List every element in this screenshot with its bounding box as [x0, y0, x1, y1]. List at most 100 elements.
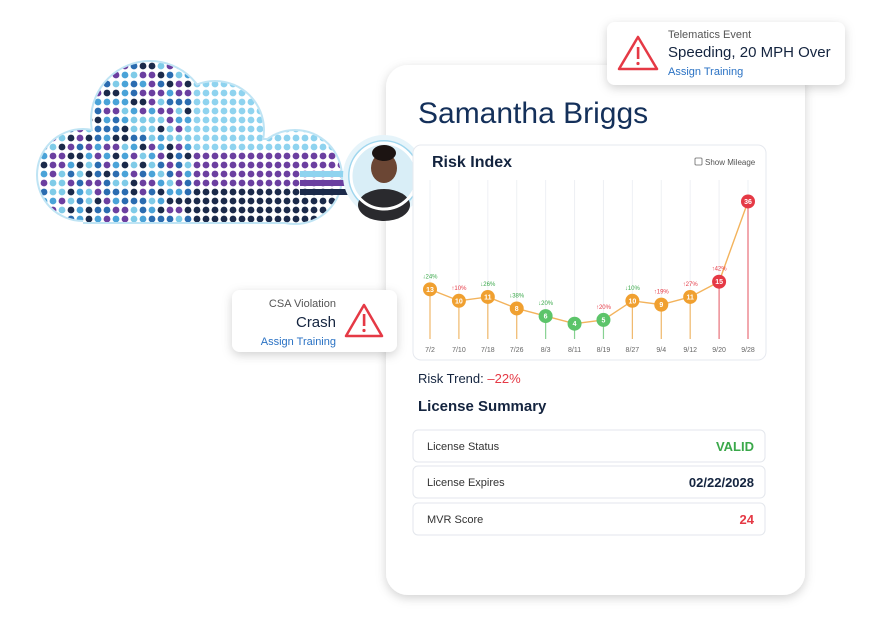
cloud-dot: [238, 188, 246, 196]
cloud-dot: [121, 125, 129, 133]
cloud-dot: [166, 89, 174, 97]
cloud-dot: [58, 71, 66, 79]
change-label: ↓10%: [625, 286, 641, 292]
change-label: ↑19%: [654, 290, 670, 296]
cloud-dot: [337, 107, 341, 115]
cloud-dot: [337, 197, 341, 205]
cloud-dot: [130, 188, 138, 196]
change-label: ↓38%: [509, 293, 525, 299]
cloud-dot: [40, 161, 48, 169]
x-tick-label: 7/18: [481, 347, 495, 354]
point-label: 6: [544, 314, 548, 321]
cloud-dot: [148, 80, 156, 88]
cloud-dot: [265, 107, 273, 115]
cloud-dot: [49, 170, 57, 178]
cloud-dot: [229, 152, 237, 160]
cloud-dot: [67, 116, 75, 124]
cloud-dot: [94, 125, 102, 133]
risk-point: [741, 194, 755, 209]
cloud-dot: [274, 161, 282, 169]
cloud-dot: [265, 80, 273, 88]
cloud-dot: [193, 107, 201, 115]
checkbox[interactable]: [694, 157, 703, 166]
warning-icon: [344, 303, 384, 338]
cloud-dot: [85, 89, 93, 97]
cloud-dot: [40, 215, 48, 223]
cloud-dot: [283, 62, 291, 70]
cloud-dot: [220, 62, 228, 70]
cloud-dot: [148, 125, 156, 133]
cloud-dot: [40, 71, 48, 79]
cloud-dot: [58, 116, 66, 124]
cloud-dot: [319, 197, 327, 205]
cloud-dot: [265, 71, 273, 79]
cloud-dot: [40, 206, 48, 214]
cloud-dot: [49, 152, 57, 160]
cloud-dot: [76, 170, 84, 178]
cloud-dot: [337, 116, 341, 124]
risk-point: [451, 293, 466, 308]
license-rows: License Status VALID License Expires 02/22/…: [412, 429, 766, 536]
cloud-dot: [247, 170, 255, 178]
cloud-dot: [238, 197, 246, 205]
cloud-dot: [121, 170, 129, 178]
cloud-dot: [337, 98, 341, 106]
cloud-dot: [211, 143, 219, 151]
cloud-dot: [76, 134, 84, 142]
cloud-dot: [67, 80, 75, 88]
event-label: Telematics Event: [668, 29, 751, 41]
cloud-dot: [292, 98, 300, 106]
cloud-dot: [229, 62, 237, 70]
assign-link[interactable]: Assign Training: [261, 336, 336, 348]
cloud-dot: [247, 215, 255, 223]
cloud-dot: [175, 107, 183, 115]
cloud-dot: [301, 152, 309, 160]
cloud-dot: [238, 170, 246, 178]
cloud-dot: [148, 170, 156, 178]
risk-trend-value: –22%: [487, 371, 521, 386]
cloud-dot: [130, 215, 138, 223]
cloud-dot: [58, 206, 66, 214]
cloud-dot: [310, 89, 318, 97]
cloud-dot: [130, 170, 138, 178]
event-text: Speeding, 20 MPH Over: [668, 44, 831, 61]
chart: 7/2 7/10 7/18 7/26 8/3 8/11 8/19 8/27 9/4 9/12 9/2…: [422, 180, 755, 354]
cloud-dot: [193, 134, 201, 142]
cloud-dot: [40, 98, 48, 106]
cloud-dot: [274, 107, 282, 115]
cloud-dot: [337, 134, 341, 142]
cloud-dot: [58, 188, 66, 196]
cloud-dot: [193, 98, 201, 106]
cloud-dot: [247, 134, 255, 142]
cloud-dot: [76, 107, 84, 115]
cloud-dot: [328, 125, 336, 133]
cloud-dot: [220, 179, 228, 187]
cloud-dot: [148, 62, 156, 70]
cloud-dot: [148, 143, 156, 151]
point-label: 9: [659, 302, 663, 309]
cloud-dot: [247, 98, 255, 106]
cloud-dot: [238, 206, 246, 214]
cloud-dot: [283, 107, 291, 115]
cloud-dot: [49, 197, 57, 205]
cloud-dot: [265, 161, 273, 169]
toggle-label[interactable]: Show Mileage: [705, 158, 756, 167]
cloud-dot: [175, 206, 183, 214]
cloud-dot: [184, 188, 192, 196]
cloud-dot: [166, 188, 174, 196]
cloud-dot: [256, 62, 264, 70]
cloud-dot: [76, 152, 84, 160]
cloud-dot: [256, 89, 264, 97]
cloud-dot: [256, 152, 264, 160]
cloud-dot: [184, 107, 192, 115]
cloud-dot: [265, 143, 273, 151]
assign-link[interactable]: Assign Training: [668, 66, 743, 78]
cloud-dot: [274, 116, 282, 124]
cloud-dot: [220, 152, 228, 160]
cloud-dot: [301, 143, 309, 151]
cloud-dot: [229, 143, 237, 151]
cloud-dot: [139, 206, 147, 214]
cloud-dot: [175, 116, 183, 124]
cloud-dot: [247, 152, 255, 160]
cloud-dot: [40, 80, 48, 88]
